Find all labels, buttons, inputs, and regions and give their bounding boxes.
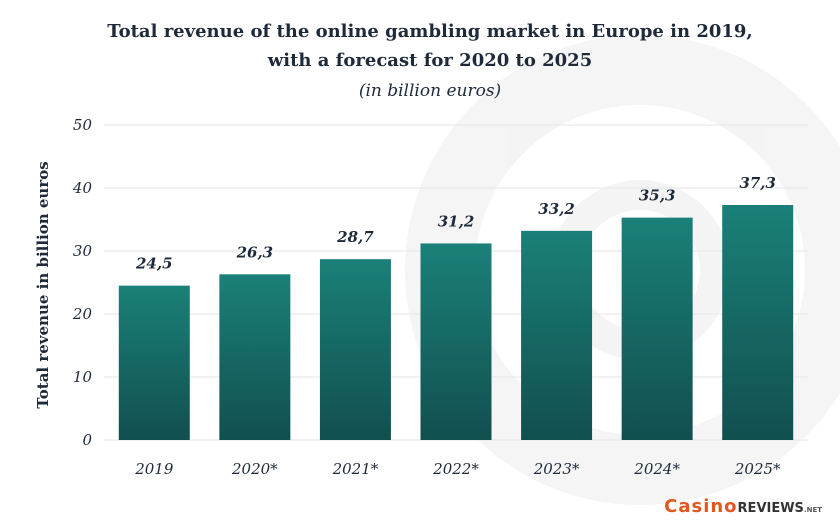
data-label: 37,3: [739, 174, 776, 192]
x-tick-label: 2023*: [533, 460, 580, 478]
bar: [420, 243, 492, 440]
logo-net-text: .NET: [803, 506, 822, 514]
data-label: 31,2: [438, 212, 475, 230]
bar: [319, 259, 391, 440]
data-label: 33,2: [538, 200, 575, 218]
y-tick-label: 40: [72, 179, 93, 197]
data-labels: 24,5 26,3 28,7 31,2 33,2 35,3 37,3: [135, 174, 776, 273]
x-tick-label: 2022*: [432, 460, 479, 478]
x-tick-label: 2025*: [734, 460, 781, 478]
data-label: 35,3: [639, 187, 676, 205]
bar: [521, 230, 593, 440]
casinoreviews-logo: CasinoREVIEWS.NET: [664, 496, 822, 517]
y-tick-label: 30: [73, 242, 93, 260]
bar: [722, 205, 794, 440]
bar: [621, 217, 693, 440]
data-label: 24,5: [135, 255, 173, 273]
y-tick-label: 50: [73, 116, 93, 134]
logo-reviews-text: REVIEWS: [737, 501, 804, 516]
bar: [219, 274, 291, 440]
x-tick-label: 2024*: [633, 460, 680, 478]
bars: [118, 205, 794, 440]
logo-casino-text: Casino: [664, 496, 738, 517]
y-tick-label: 0: [82, 431, 92, 449]
chart-title-line1: Total revenue of the online gambling mar…: [107, 21, 752, 42]
chart-title-line2: with a forecast for 2020 to 2025: [267, 50, 593, 71]
x-tick-label: 2021*: [332, 460, 379, 478]
x-axis-ticks: 2019 2020* 2021* 2022* 2023* 2024* 2025*: [134, 460, 781, 478]
data-label: 28,7: [336, 228, 374, 246]
y-axis-label: Total revenue in billion euros: [34, 161, 52, 408]
x-tick-label: 2020*: [231, 460, 278, 478]
bar: [118, 285, 190, 440]
data-label: 26,3: [236, 243, 274, 261]
x-tick-label: 2019: [134, 460, 174, 478]
y-tick-label: 20: [72, 305, 93, 323]
y-tick-label: 10: [73, 368, 93, 386]
y-axis-ticks: 0 10 20 30 40 50: [72, 116, 93, 449]
chart-subtitle: (in billion euros): [359, 81, 501, 101]
